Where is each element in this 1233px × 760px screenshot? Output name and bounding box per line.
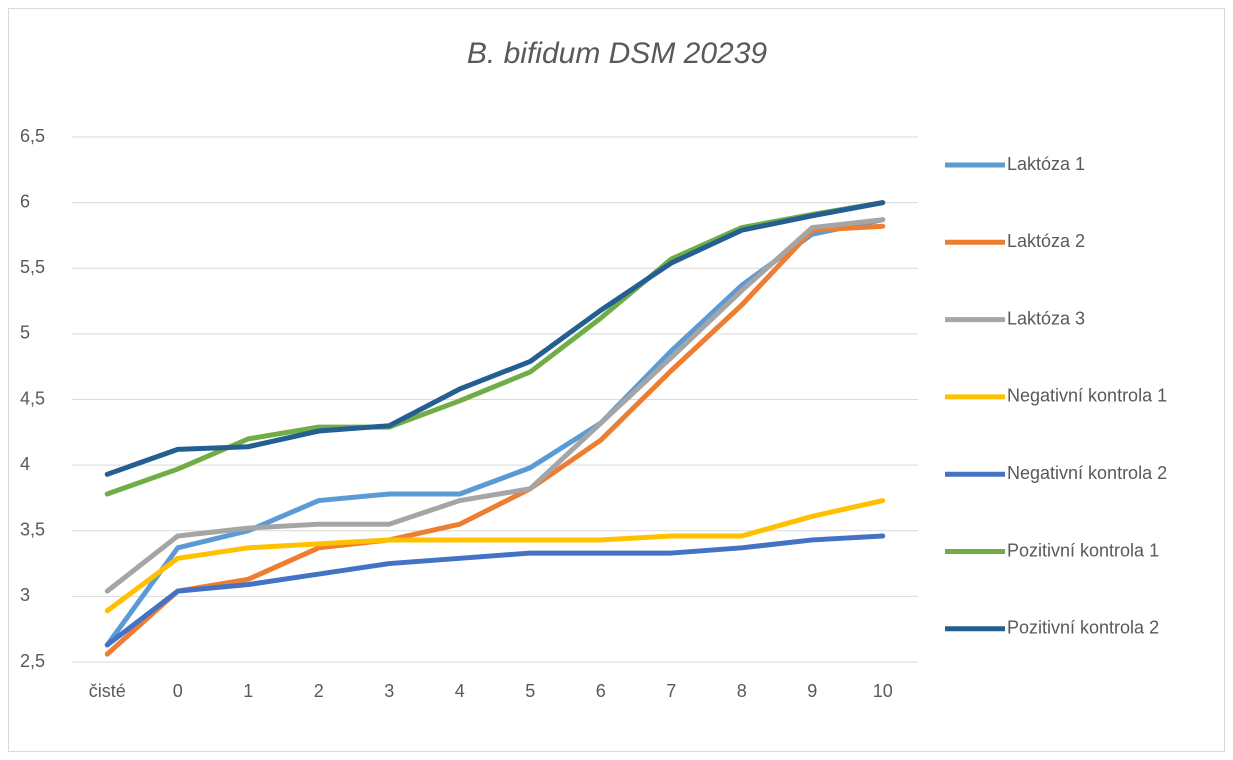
series-line [104, 200, 886, 477]
x-tick-label: 9 [807, 681, 817, 701]
y-tick-label: 3 [20, 585, 30, 605]
x-tick-label: 4 [455, 681, 465, 701]
y-tick-label: 4,5 [20, 388, 45, 408]
x-tick-label: 5 [525, 681, 535, 701]
legend-label: Laktóza 2 [1007, 231, 1085, 251]
legend-label: Pozitivní kontrola 1 [1007, 540, 1159, 560]
legend-label: Laktóza 3 [1007, 308, 1085, 328]
x-tick-label: 10 [873, 681, 893, 701]
x-tick-label: čisté [89, 681, 126, 701]
chart-border [8, 8, 1225, 752]
x-tick-label: 3 [384, 681, 394, 701]
y-tick-label: 6 [20, 191, 30, 211]
legend-label: Laktóza 1 [1007, 154, 1085, 174]
x-tick-label: 0 [173, 681, 183, 701]
y-tick-label: 5,5 [20, 257, 45, 277]
y-tick-label: 4 [20, 454, 30, 474]
legend-label: Pozitivní kontrola 2 [1007, 618, 1159, 638]
series-line [104, 498, 886, 614]
series-line [104, 533, 886, 648]
y-tick-label: 3,5 [20, 520, 45, 540]
x-tick-label: 8 [737, 681, 747, 701]
chart-title: B. bifidum DSM 20239 [467, 37, 767, 70]
x-tick-label: 1 [243, 681, 253, 701]
x-tick-label: 6 [596, 681, 606, 701]
y-tick-label: 2,5 [20, 651, 45, 671]
legend-label: Negativní kontrola 2 [1007, 463, 1167, 483]
y-tick-label: 5 [20, 323, 30, 343]
y-tick-label: 6,5 [20, 126, 45, 146]
x-tick-label: 2 [314, 681, 324, 701]
series-line [104, 217, 886, 594]
legend-label: Negativní kontrola 1 [1007, 386, 1167, 406]
x-tick-label: 7 [666, 681, 676, 701]
series-line [104, 223, 886, 657]
